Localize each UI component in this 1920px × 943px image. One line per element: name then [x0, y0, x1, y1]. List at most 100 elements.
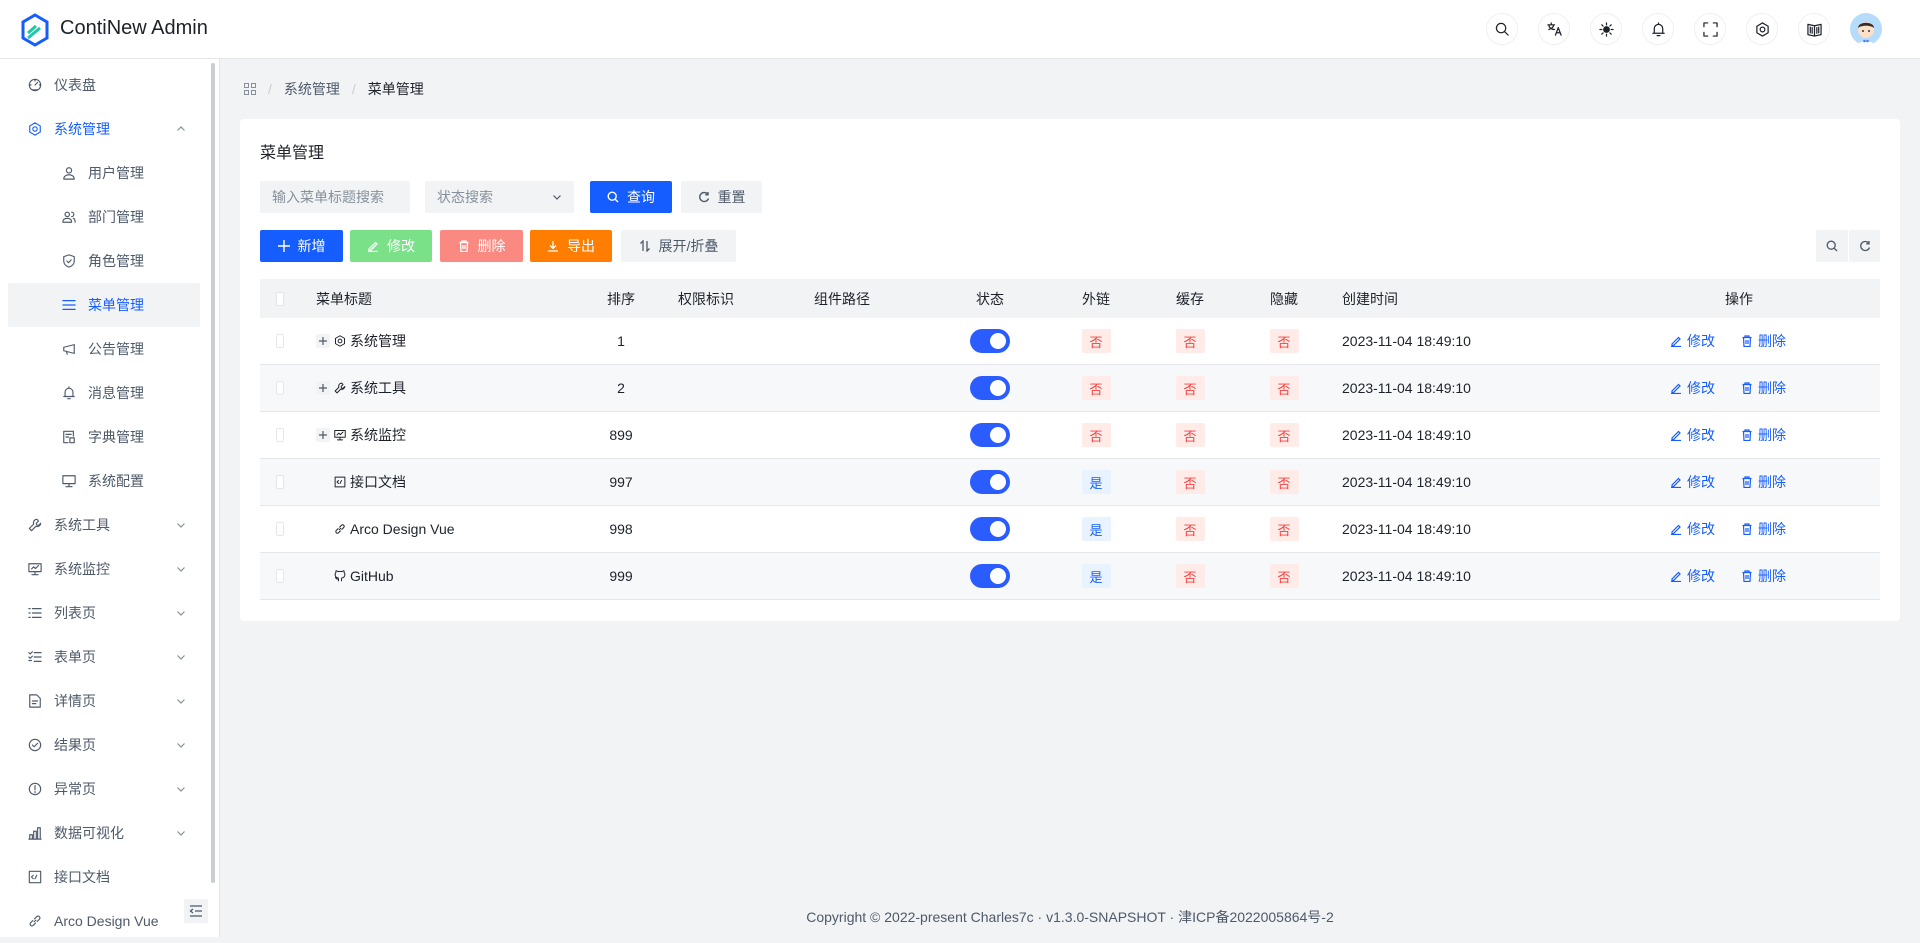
- sidebar-item[interactable]: 消息管理: [8, 371, 200, 415]
- sidebar-item[interactable]: 接口文档: [8, 855, 200, 899]
- delete-row-button[interactable]: 删除: [1741, 425, 1786, 445]
- edit-row-button[interactable]: 修改: [1670, 425, 1715, 445]
- chevron-down-icon: [176, 696, 186, 706]
- status-toggle[interactable]: [970, 564, 1010, 588]
- sidebar-item[interactable]: 仪表盘: [8, 63, 200, 107]
- sidebar-item[interactable]: 用户管理: [8, 151, 200, 195]
- actions-cell: 修改 删除: [1598, 506, 1880, 552]
- status-toggle[interactable]: [970, 423, 1010, 447]
- row-checkbox[interactable]: [276, 428, 284, 442]
- theme-sun-button[interactable]: [1590, 13, 1622, 45]
- status-toggle[interactable]: [970, 329, 1010, 353]
- status-toggle[interactable]: [970, 517, 1010, 541]
- status-toggle[interactable]: [970, 376, 1010, 400]
- sidebar-item[interactable]: 表单页: [8, 635, 200, 679]
- status-toggle[interactable]: [970, 470, 1010, 494]
- sort-value: 899: [609, 427, 633, 443]
- row-checkbox[interactable]: [276, 522, 284, 536]
- sidebar-item[interactable]: 字典管理: [8, 415, 200, 459]
- delete-row-button[interactable]: 删除: [1741, 331, 1786, 351]
- expand-row-button[interactable]: [316, 381, 330, 395]
- docs-book-button[interactable]: [1798, 13, 1830, 45]
- translate-button[interactable]: [1538, 13, 1570, 45]
- settings-button[interactable]: [1746, 13, 1778, 45]
- sidebar-item[interactable]: 异常页: [8, 767, 200, 811]
- sidebar-item[interactable]: Arco Design Vue: [8, 899, 200, 943]
- edit-icon: [1670, 335, 1682, 347]
- checkbox-cell: [260, 506, 300, 552]
- sidebar-item[interactable]: 角色管理: [8, 239, 200, 283]
- sidebar-item[interactable]: 菜单管理: [8, 283, 200, 327]
- table-search-button[interactable]: [1816, 230, 1848, 262]
- sidebar-item[interactable]: 系统工具: [8, 503, 200, 547]
- reset-button[interactable]: 重置: [681, 181, 762, 213]
- select-all-checkbox[interactable]: [276, 291, 284, 306]
- sidebar-item[interactable]: 系统配置: [8, 459, 200, 503]
- breadcrumb-item[interactable]: 系统管理: [283, 81, 340, 97]
- sidebar-item[interactable]: 详情页: [8, 679, 200, 723]
- status-cell: [926, 506, 1054, 552]
- expand-row-button[interactable]: [316, 334, 330, 348]
- title-cell: Arco Design Vue: [300, 506, 580, 552]
- delete-row-button[interactable]: 删除: [1741, 566, 1786, 586]
- fullscreen-icon: [1702, 21, 1718, 37]
- cache-tag: 否: [1175, 517, 1205, 541]
- breadcrumb-home-icon[interactable]: [244, 83, 256, 95]
- collapse-sidebar-button[interactable]: [184, 899, 208, 923]
- user-avatar[interactable]: [1850, 13, 1882, 45]
- sidebar-item[interactable]: 数据可视化: [8, 811, 200, 855]
- sidebar-item[interactable]: 列表页: [8, 591, 200, 635]
- add-button[interactable]: 新增: [260, 230, 343, 262]
- delete-button[interactable]: 删除: [440, 230, 523, 262]
- bell-icon: [62, 386, 76, 400]
- sort-cell: 899: [580, 412, 662, 458]
- delete-label: 删除: [1758, 380, 1786, 396]
- actions-cell: 修改 删除: [1598, 459, 1880, 505]
- desktop-icon: [62, 474, 76, 488]
- query-button[interactable]: 查询: [590, 181, 672, 213]
- row-checkbox[interactable]: [276, 569, 284, 583]
- expand-collapse-button[interactable]: 展开/折叠: [621, 230, 736, 262]
- delete-row-button[interactable]: 删除: [1741, 378, 1786, 398]
- sidebar-scrollbar[interactable]: [211, 63, 215, 883]
- edit-button[interactable]: 修改: [350, 230, 432, 262]
- edit-row-button[interactable]: 修改: [1670, 378, 1715, 398]
- chevron-down-icon: [176, 828, 186, 838]
- export-button[interactable]: 导出: [530, 230, 612, 262]
- footer-copyright: Copyright © 2022-present Charles7c · v1.…: [806, 909, 1334, 925]
- created-time-cell: 2023-11-04 18:49:10: [1326, 553, 1598, 599]
- external-tag: 否: [1081, 329, 1111, 353]
- edit-row-button[interactable]: 修改: [1670, 331, 1715, 351]
- sidebar-item[interactable]: 结果页: [8, 723, 200, 767]
- search-icon: [607, 191, 619, 203]
- menu-title-search-input[interactable]: [260, 181, 410, 213]
- plus-icon: [277, 240, 290, 252]
- search-button[interactable]: [1486, 13, 1518, 45]
- created-time-cell: 2023-11-04 18:49:10: [1326, 459, 1598, 505]
- column-header: 权限标识: [662, 279, 798, 318]
- sidebar-item[interactable]: 部门管理: [8, 195, 200, 239]
- delete-row-button[interactable]: 删除: [1741, 519, 1786, 539]
- column-header-label: 菜单标题: [316, 290, 372, 307]
- edit-row-button[interactable]: 修改: [1670, 519, 1715, 539]
- created-time-cell: 2023-11-04 18:49:10: [1326, 506, 1598, 552]
- sidebar-item[interactable]: 系统管理: [8, 107, 200, 151]
- sidebar-item[interactable]: 系统监控: [8, 547, 200, 591]
- edit-row-button[interactable]: 修改: [1670, 472, 1715, 492]
- sidebar-item[interactable]: 公告管理: [8, 327, 200, 371]
- sidebar-item-label: 列表页: [54, 605, 96, 621]
- edit-row-button[interactable]: 修改: [1670, 566, 1715, 586]
- status-select[interactable]: 状态搜索: [425, 181, 574, 213]
- delete-label: 删除: [1758, 333, 1786, 349]
- component-path-cell: [798, 412, 926, 458]
- external-cell: 是: [1054, 459, 1138, 505]
- row-checkbox[interactable]: [276, 334, 284, 348]
- column-header-label: 创建时间: [1342, 290, 1398, 307]
- row-checkbox[interactable]: [276, 475, 284, 489]
- delete-row-button[interactable]: 删除: [1741, 472, 1786, 492]
- row-checkbox[interactable]: [276, 381, 284, 395]
- expand-row-button[interactable]: [316, 428, 330, 442]
- table-refresh-button[interactable]: [1849, 230, 1880, 262]
- bell-button[interactable]: [1642, 13, 1674, 45]
- fullscreen-button[interactable]: [1694, 13, 1726, 45]
